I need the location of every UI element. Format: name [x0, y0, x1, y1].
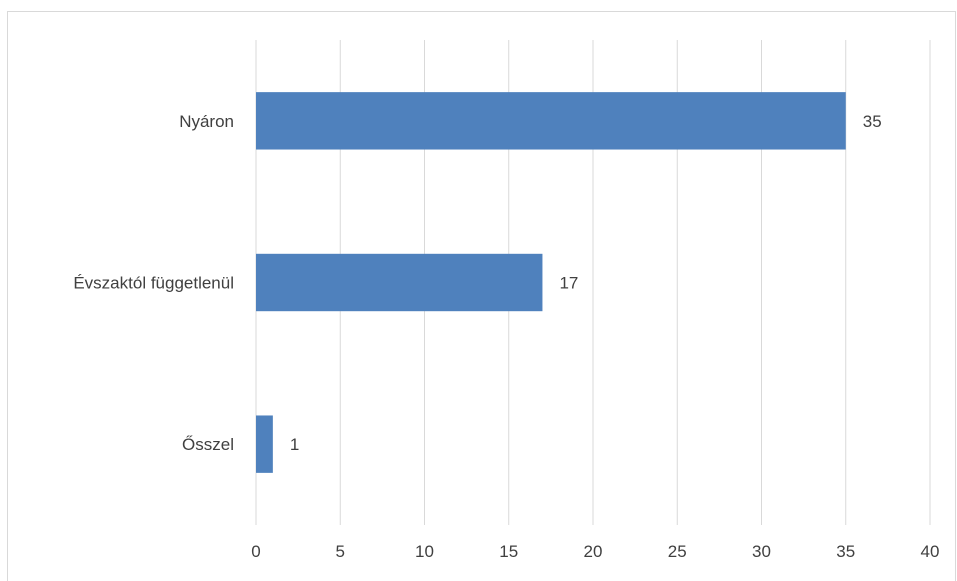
category-label-1: Nyáron	[179, 112, 234, 131]
bars	[256, 92, 846, 473]
x-tick-label-5: 5	[336, 542, 345, 561]
x-tick-label-30: 30	[752, 542, 771, 561]
category-label-3: Ősszel	[182, 435, 234, 454]
x-axis-tick-labels: 0 5 10 15 20 25 30 35 40	[251, 542, 939, 561]
x-tick-label-10: 10	[415, 542, 434, 561]
x-tick-label-40: 40	[921, 542, 940, 561]
bar-2	[256, 253, 543, 312]
bar-1	[256, 92, 846, 150]
category-label-2: Évszaktól függetlenül	[73, 274, 234, 293]
data-label-2: 17	[559, 274, 578, 293]
category-labels: Nyáron Évszaktól függetlenül Ősszel	[73, 112, 234, 454]
x-tick-label-0: 0	[251, 542, 260, 561]
bar-3	[256, 415, 273, 473]
data-label-3: 1	[290, 435, 299, 454]
data-labels: 35 17 1	[290, 112, 882, 454]
x-tick-label-20: 20	[584, 542, 603, 561]
x-tick-label-35: 35	[836, 542, 855, 561]
x-tick-label-25: 25	[668, 542, 687, 561]
x-tick-label-15: 15	[499, 542, 518, 561]
data-label-1: 35	[863, 112, 882, 131]
